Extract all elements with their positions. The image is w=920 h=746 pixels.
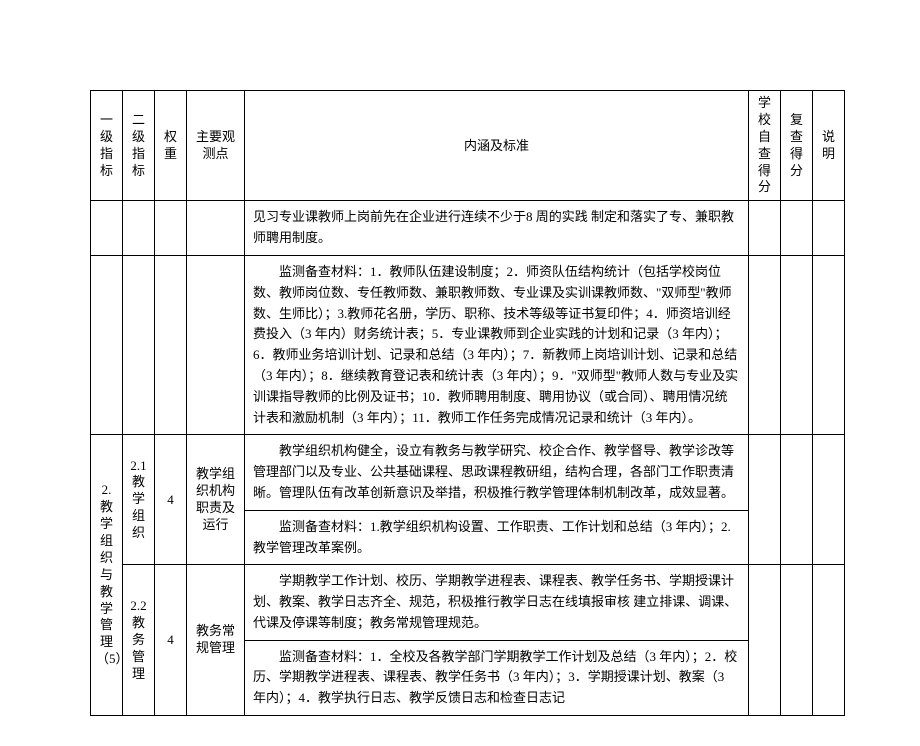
cell-content: 教学组织机构健全，设立有教务与教学研究、校企合作、教学督导、教学诊改等管理部门以… [245, 435, 749, 510]
cell-self [749, 565, 781, 716]
cell-l2: 2.1 教学组织 [123, 435, 155, 565]
header-row: 一级指标 二级指标 权重 主要观测点 内涵及标准 学校自查得分 复查得分 说明 [91, 91, 845, 201]
table-row: 2.教学组织与教学管理（5） 2.1 教学组织 4 教学组织机构职责及运行 教学… [91, 435, 845, 510]
cell-weight [155, 255, 187, 434]
content-text: 见习专业课教师上岗前先在企业进行连续不少于8 周的实践 制定和落实了专、兼职教师… [253, 207, 740, 249]
th-self-score: 学校自查得分 [749, 91, 781, 201]
cell-weight: 4 [155, 565, 187, 716]
cell-self [749, 255, 781, 434]
cell-obs [187, 255, 245, 434]
th-observation: 主要观测点 [187, 91, 245, 201]
cell-obs: 教学组织机构职责及运行 [187, 435, 245, 565]
cell-content: 监测备查材料：1．教师队伍建设制度；2．师资队伍结构统计（包括学校岗位数、教师岗… [245, 255, 749, 434]
cell-content: 学期教学工作计划、校历、学期教学进程表、课程表、教学任务书、学期授课计划、教案、… [245, 565, 749, 640]
content-text: 学期教学工作计划、校历、学期教学进程表、课程表、教学任务书、学期授课计划、教案、… [253, 571, 740, 633]
th-criteria: 内涵及标准 [245, 91, 749, 201]
cell-weight: 4 [155, 435, 187, 565]
cell-review [781, 255, 813, 434]
document-page: 一级指标 二级指标 权重 主要观测点 内涵及标准 学校自查得分 复查得分 说明 … [0, 0, 920, 746]
cell-content: 监测备查材料：1．全校及各教学部门学期教学工作计划及总结（3 年内）；2．校历、… [245, 640, 749, 715]
cell-note [813, 435, 845, 565]
content-text: 监测备查材料：1．全校及各教学部门学期教学工作计划及总结（3 年内）；2．校历、… [253, 647, 740, 709]
th-level2: 二级指标 [123, 91, 155, 201]
cell-l2: 2.2 教务管理 [123, 565, 155, 716]
cell-l1 [91, 255, 123, 434]
cell-weight [155, 201, 187, 256]
cell-obs [187, 201, 245, 256]
table-row: 见习专业课教师上岗前先在企业进行连续不少于8 周的实践 制定和落实了专、兼职教师… [91, 201, 845, 256]
th-review-score: 复查得分 [781, 91, 813, 201]
th-notes: 说明 [813, 91, 845, 201]
th-level1: 一级指标 [91, 91, 123, 201]
cell-note [813, 255, 845, 434]
cell-l1: 2.教学组织与教学管理（5） [91, 435, 123, 716]
cell-self [749, 201, 781, 256]
table-row: 监测备查材料：1．教师队伍建设制度；2．师资队伍结构统计（包括学校岗位数、教师岗… [91, 255, 845, 434]
cell-note [813, 201, 845, 256]
content-text: 监测备查材料：1.教学组织机构设置、工作职责、工作计划和总结（3 年内）；2.教… [253, 517, 740, 559]
content-text: 监测备查材料：1．教师队伍建设制度；2．师资队伍结构统计（包括学校岗位数、教师岗… [253, 262, 740, 428]
cell-l2 [123, 201, 155, 256]
cell-note [813, 565, 845, 716]
cell-l2 [123, 255, 155, 434]
cell-content: 监测备查材料：1.教学组织机构设置、工作职责、工作计划和总结（3 年内）；2.教… [245, 510, 749, 565]
cell-review [781, 565, 813, 716]
content-text: 教学组织机构健全，设立有教务与教学研究、校企合作、教学督导、教学诊改等管理部门以… [253, 441, 740, 503]
cell-review [781, 435, 813, 565]
th-weight: 权重 [155, 91, 187, 201]
cell-obs: 教务常规管理 [187, 565, 245, 716]
table-row: 2.2 教务管理 4 教务常规管理 学期教学工作计划、校历、学期教学进程表、课程… [91, 565, 845, 640]
cell-l1 [91, 201, 123, 256]
cell-review [781, 201, 813, 256]
evaluation-table: 一级指标 二级指标 权重 主要观测点 内涵及标准 学校自查得分 复查得分 说明 … [90, 90, 845, 716]
cell-content: 见习专业课教师上岗前先在企业进行连续不少于8 周的实践 制定和落实了专、兼职教师… [245, 201, 749, 256]
cell-self [749, 435, 781, 565]
